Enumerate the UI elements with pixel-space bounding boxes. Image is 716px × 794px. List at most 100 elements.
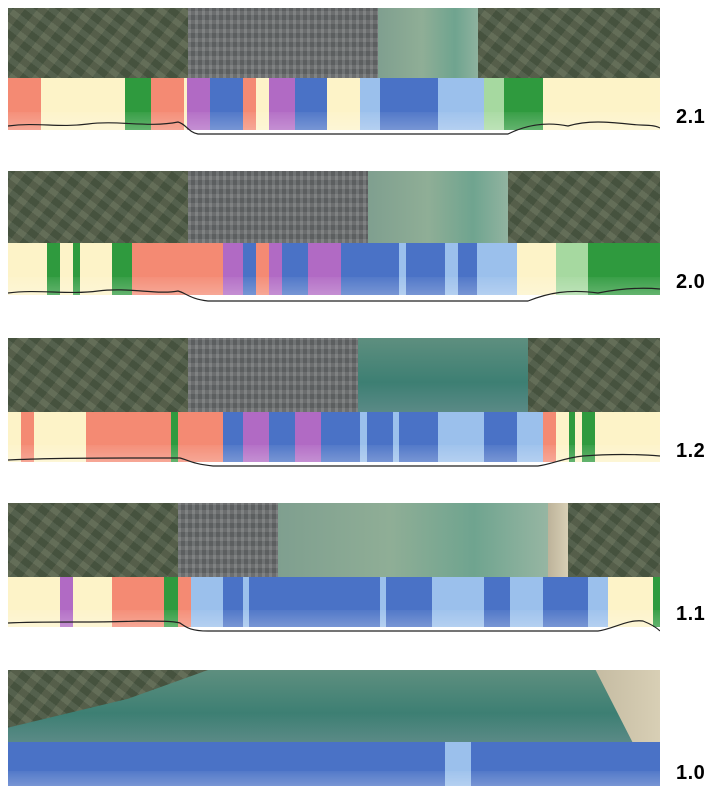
class-segment-blue	[405, 243, 445, 295]
class-segment-lightblue	[360, 412, 367, 462]
class-segment-purple	[187, 78, 211, 130]
depth-shading	[8, 276, 660, 295]
class-segment-purple	[223, 243, 243, 295]
elevation-profile	[8, 121, 660, 135]
class-segment-cream	[60, 243, 74, 295]
class-segment-lightblue	[477, 243, 517, 295]
class-segment-cream	[588, 78, 660, 130]
class-segment-purple	[307, 243, 341, 295]
panel-label: 2.1	[676, 106, 706, 128]
classification-bar	[8, 577, 660, 627]
panel-label: 2.0	[676, 271, 706, 293]
class-segment-green	[171, 412, 178, 462]
class-segment-blue	[457, 243, 478, 295]
class-segment-lightblue	[444, 243, 458, 295]
depth-shading	[8, 609, 660, 627]
panel-label: 1.2	[676, 440, 706, 462]
panel-2-0: 2.0	[8, 171, 705, 302]
class-segment-cream	[8, 412, 22, 462]
class-segment-lightblue	[588, 577, 608, 627]
class-segment-blue	[542, 577, 589, 627]
satellite-image	[8, 338, 660, 412]
class-segment-lightblue	[190, 577, 224, 627]
class-segment-purple	[294, 412, 321, 462]
class-segment-salmon	[151, 78, 185, 130]
class-segment-blue	[294, 78, 328, 130]
satellite-image	[8, 503, 660, 577]
class-segment-green	[125, 78, 152, 130]
class-segment-salmon	[242, 78, 256, 130]
class-segment-blue	[249, 577, 380, 627]
class-segment-salmon	[255, 243, 269, 295]
class-segment-lightblue	[438, 78, 484, 130]
class-segment-green	[568, 412, 576, 462]
elevation-profile	[8, 287, 660, 302]
class-segment-green	[164, 577, 178, 627]
class-segment-green	[73, 243, 80, 295]
class-segment-cream	[79, 243, 113, 295]
class-segment-blue	[268, 412, 295, 462]
class-segment-cream	[594, 412, 660, 462]
class-segment-green	[581, 412, 595, 462]
panel-1-1: 1.1	[8, 503, 705, 632]
class-segment-cream	[8, 577, 61, 627]
panel-1-2: 1.2	[8, 338, 705, 467]
class-segment-green	[112, 243, 132, 295]
depth-shading	[8, 770, 660, 786]
class-segment-salmon	[21, 412, 35, 462]
classification-bar	[8, 78, 660, 130]
class-segment-purple	[268, 78, 295, 130]
class-segment-cream	[184, 78, 188, 130]
class-segment-purple	[268, 243, 282, 295]
class-segment-blue	[366, 412, 393, 462]
class-segment-cream	[73, 577, 113, 627]
class-segment-cream	[542, 78, 589, 130]
class-segment-cream	[255, 78, 269, 130]
class-segment-lightgreen	[483, 78, 504, 130]
class-segment-salmon	[86, 412, 171, 462]
class-segment-blue	[281, 243, 308, 295]
class-segment-purple	[60, 577, 74, 627]
class-segment-green	[588, 243, 660, 295]
classification-bar	[8, 742, 660, 786]
class-segment-blue	[483, 577, 511, 627]
class-segment-green	[503, 78, 543, 130]
class-segment-blue	[223, 412, 243, 462]
class-segment-lightblue	[431, 577, 484, 627]
class-segment-cream	[575, 412, 582, 462]
class-segment-blue	[320, 412, 361, 462]
class-segment-salmon	[177, 412, 224, 462]
class-segment-lightblue	[510, 577, 543, 627]
class-segment-blue	[386, 577, 432, 627]
class-segment-lightblue	[399, 243, 406, 295]
class-segment-lightblue	[379, 577, 387, 627]
class-segment-blue	[223, 577, 243, 627]
satellite-image	[8, 171, 660, 243]
class-segment-salmon	[131, 243, 224, 295]
class-segment-salmon	[112, 577, 165, 627]
class-segment-green	[47, 243, 61, 295]
class-segment-cream	[34, 412, 87, 462]
class-segment-blue	[483, 412, 517, 462]
class-segment-lightblue	[516, 412, 543, 462]
class-segment-lightblue	[444, 742, 471, 786]
satellite-image	[8, 670, 660, 742]
satellite-image	[8, 8, 660, 78]
depth-shading	[8, 111, 660, 130]
class-segment-cream	[555, 412, 569, 462]
elevation-profile	[8, 453, 660, 467]
class-segment-blue	[242, 243, 256, 295]
class-segment-lightgreen	[555, 243, 589, 295]
class-segment-lightblue	[438, 412, 484, 462]
class-segment-blue	[340, 243, 400, 295]
class-segment-salmon	[8, 78, 41, 130]
class-segment-cream	[8, 243, 48, 295]
class-segment-cream	[40, 78, 126, 130]
class-segment-green	[653, 577, 660, 627]
panel-1-0: 1.0	[8, 670, 705, 786]
class-segment-cream	[607, 577, 654, 627]
class-segment-lightblue	[360, 78, 380, 130]
class-segment-salmon	[542, 412, 556, 462]
class-segment-lightblue	[392, 412, 400, 462]
class-segment-blue	[8, 742, 445, 786]
